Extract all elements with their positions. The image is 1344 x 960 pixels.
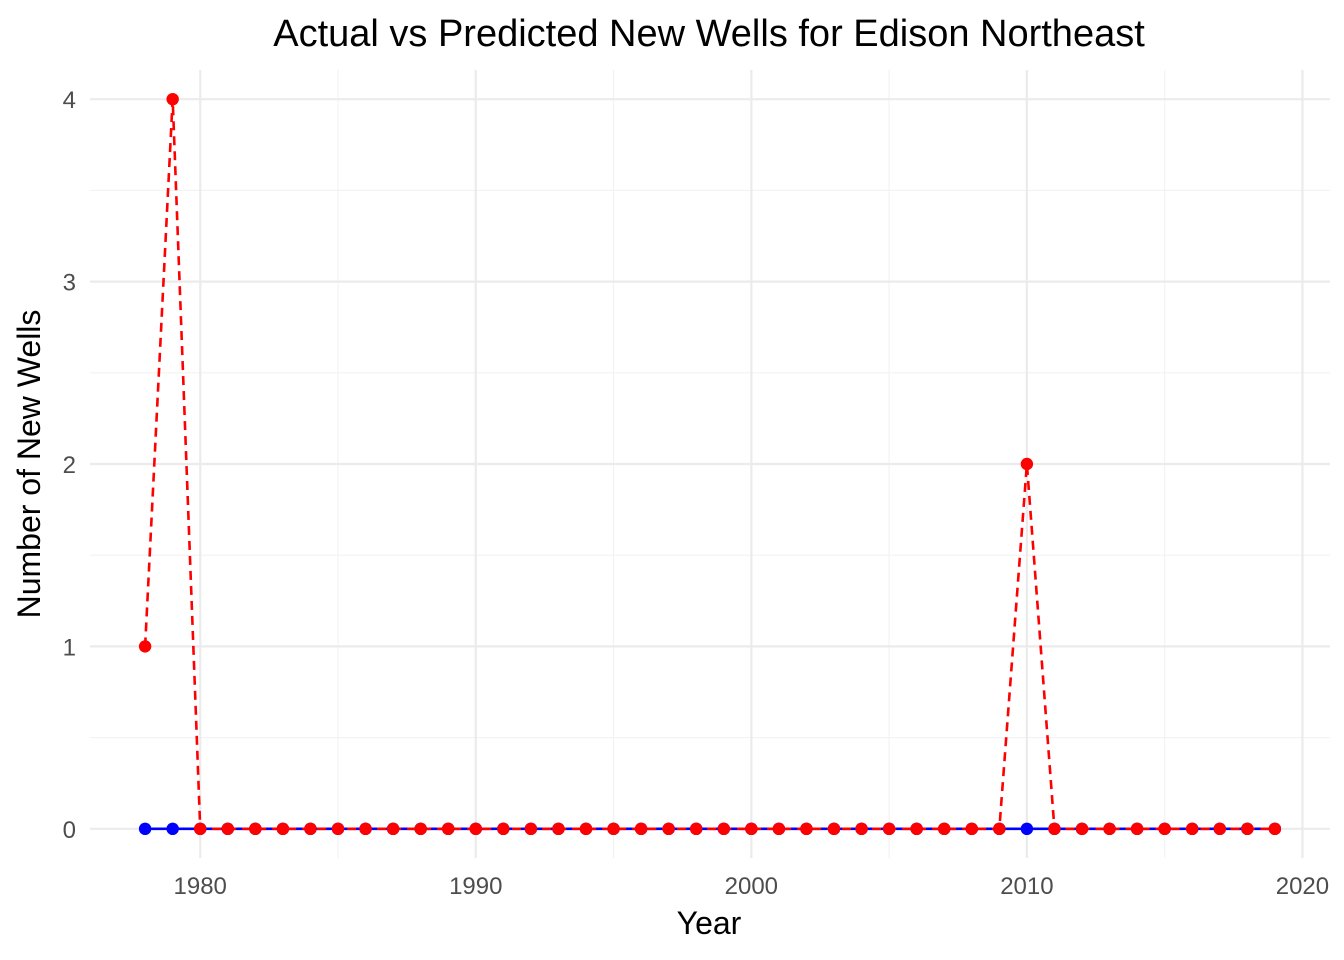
series-2-point <box>276 822 290 836</box>
series-2-point <box>386 822 400 836</box>
series-2-point <box>717 822 730 836</box>
series-2-point <box>221 822 234 836</box>
x-tick-label: 1990 <box>449 873 502 900</box>
series-2-point <box>910 822 923 836</box>
series-2-point <box>965 822 978 836</box>
y-tick-label: 0 <box>63 817 76 844</box>
x-tick-label: 2010 <box>1000 873 1053 900</box>
series-2-point <box>414 822 427 836</box>
grid <box>90 70 1330 858</box>
series-2-point <box>938 822 951 836</box>
series-2-point <box>442 822 455 836</box>
series-2-point <box>882 822 896 836</box>
series-2-point <box>166 92 179 106</box>
series-2-point <box>1213 822 1226 836</box>
series-2-point <box>304 822 317 836</box>
series-2-point <box>331 822 345 836</box>
series-2-point <box>1075 822 1089 836</box>
series-1-point <box>138 822 152 836</box>
series-2-point <box>690 822 703 836</box>
series-2-point <box>827 822 841 836</box>
series-2-point <box>359 822 372 836</box>
y-tick-label: 1 <box>63 634 76 661</box>
series-2-point <box>1130 822 1144 836</box>
series-2-point <box>1158 822 1171 836</box>
series-2-point <box>745 822 758 836</box>
series-2-point <box>552 822 565 836</box>
y-tick-label: 2 <box>63 452 76 479</box>
x-tick-label: 1980 <box>174 873 227 900</box>
series-2-point <box>1020 457 1034 471</box>
y-tick-label: 4 <box>63 87 76 114</box>
series-2-point <box>138 640 152 653</box>
tick-labels: 1980 1990 2000 2010 2020 0 1 2 3 4 <box>63 87 1329 900</box>
series-2-point <box>469 822 482 836</box>
series-2-point <box>993 822 1006 836</box>
chart-title: Actual vs Predicted New Wells for Edison… <box>273 13 1145 55</box>
series-2-point <box>249 822 262 836</box>
series-2-point <box>855 822 868 836</box>
series-2-point <box>497 822 510 836</box>
series-2-point <box>607 822 620 836</box>
series-2-point <box>1103 822 1116 836</box>
series-layer <box>138 92 1282 836</box>
x-axis-title: Year <box>677 905 742 941</box>
series-1-point <box>166 822 179 836</box>
series-2-point <box>800 822 813 836</box>
series-2-point <box>662 822 675 836</box>
series-2-point <box>1048 822 1061 836</box>
series-2-point <box>1268 822 1282 836</box>
series-2-point <box>194 822 207 836</box>
series-2-point <box>1186 822 1199 836</box>
series-1-point <box>1020 822 1034 836</box>
series-2-point <box>524 822 538 836</box>
x-tick-label: 2020 <box>1276 873 1329 900</box>
series-2-point <box>579 822 593 836</box>
y-axis-title: Number of New Wells <box>11 310 47 619</box>
x-tick-label: 2000 <box>725 873 778 900</box>
series-2-point <box>772 822 786 836</box>
series-2-point <box>634 822 648 836</box>
series-2-point <box>1241 822 1254 836</box>
y-tick-label: 3 <box>63 270 76 297</box>
